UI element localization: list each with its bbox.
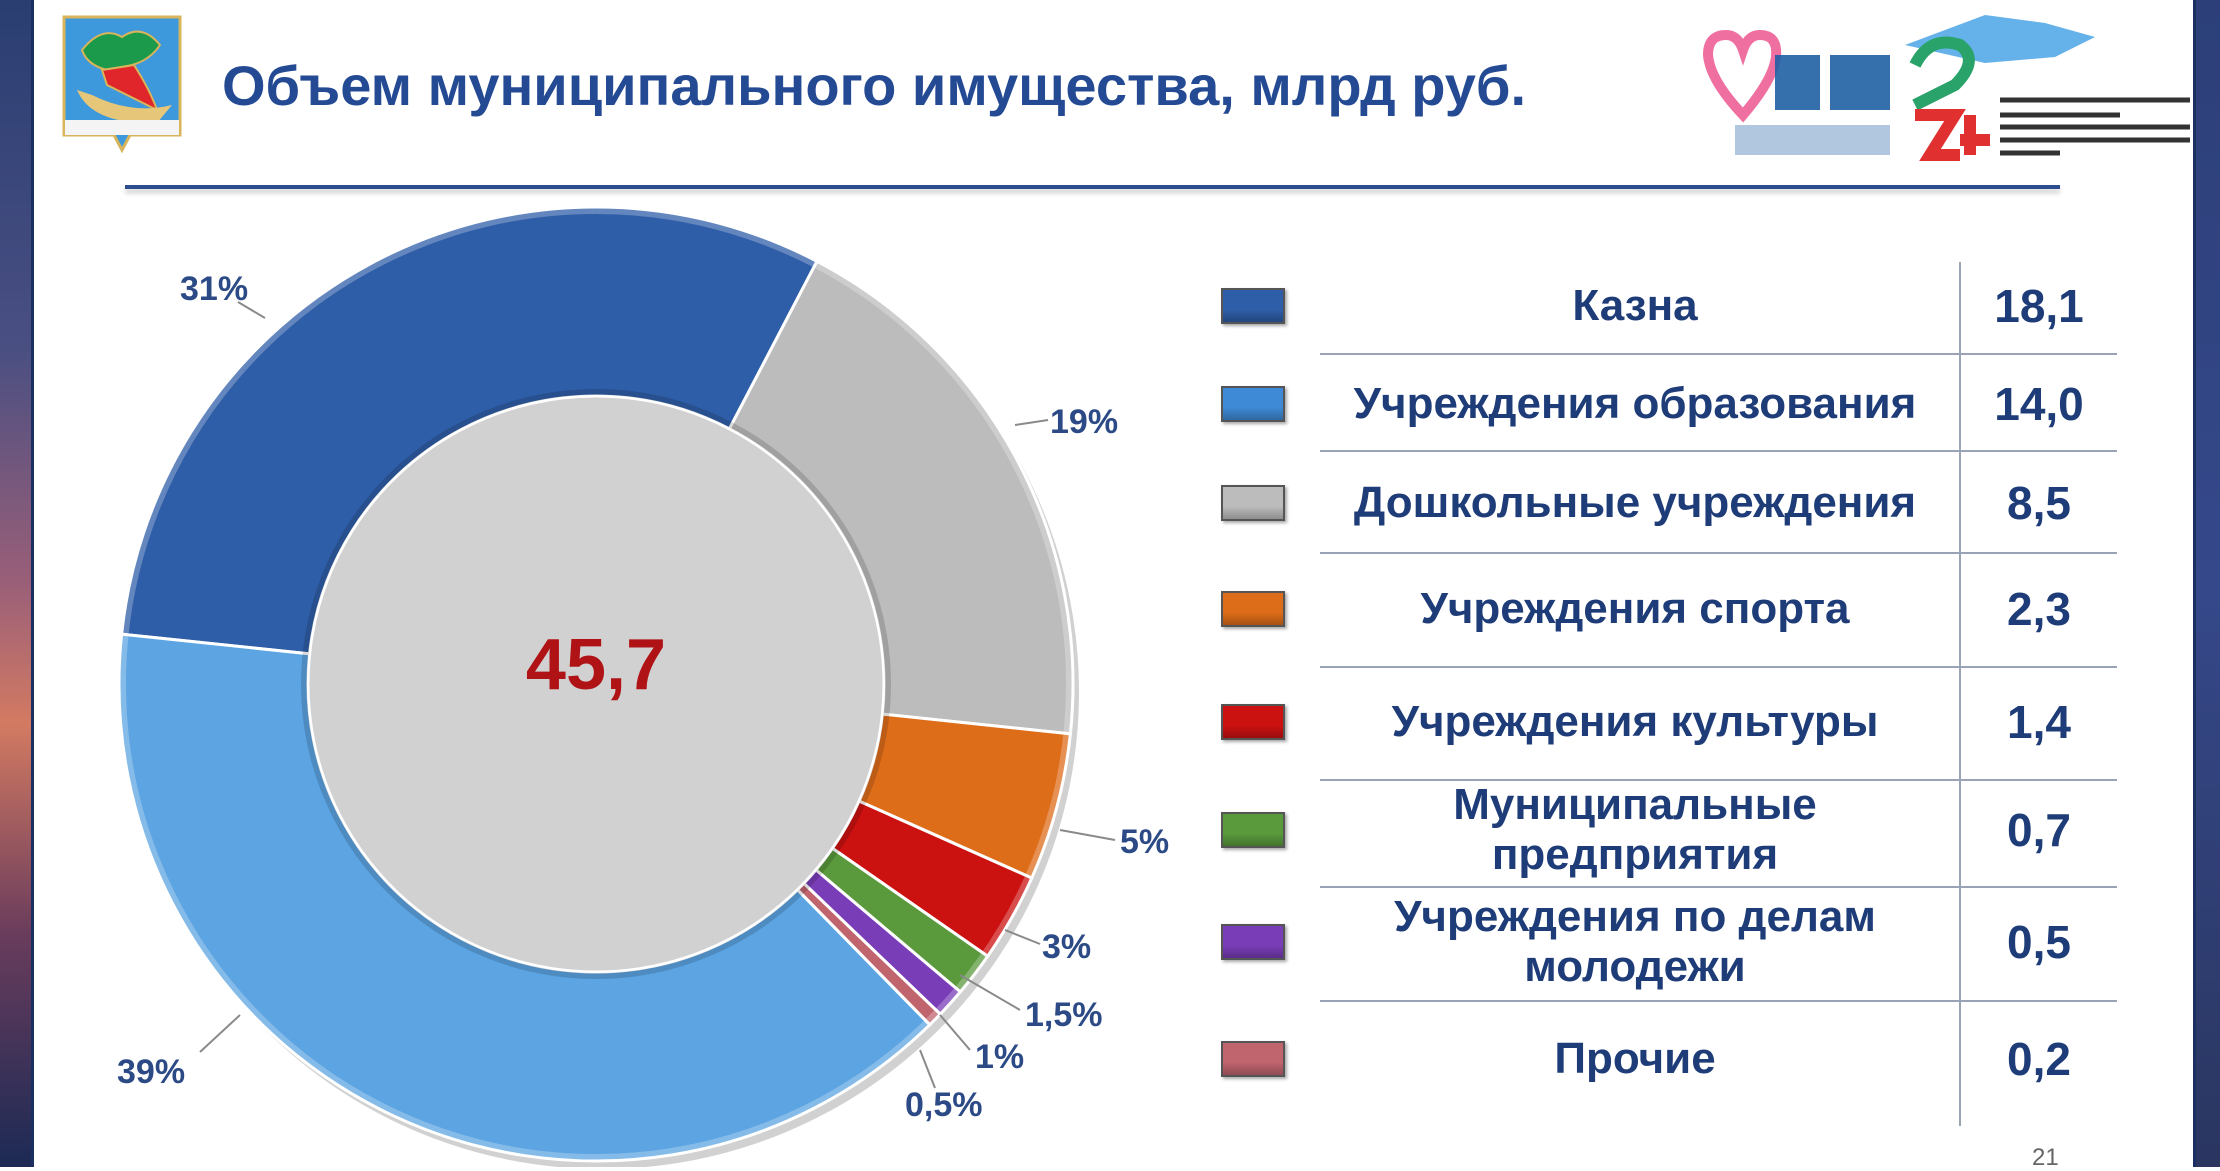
legend-label: Учреждения образования <box>1353 379 1917 428</box>
legend-swatch <box>1221 1041 1285 1077</box>
page-title: Объем муниципального имущества, млрд руб… <box>222 54 1527 117</box>
donut-bevel <box>120 208 1072 1160</box>
legend-row-divider <box>1320 666 2117 668</box>
legend-swatch <box>1221 924 1285 960</box>
legend-label: Муниципальные предприятия <box>1453 780 1817 879</box>
leader-line <box>919 1049 936 1089</box>
slice-label-preschool: 19% <box>1050 403 1119 441</box>
legend-value: 0,2 <box>2007 1033 2071 1085</box>
legend-row-divider <box>1320 353 2117 355</box>
leader-line <box>1004 929 1041 945</box>
left-background-strip <box>0 0 34 1167</box>
slice-label-culture: 3% <box>1042 928 1092 966</box>
legend-row-divider <box>1320 779 2117 781</box>
slice-label-enterprises: 1,5% <box>1025 996 1103 1034</box>
leader-line <box>199 1014 241 1053</box>
donut-slice <box>727 259 1075 736</box>
slice-label-kazna: 31% <box>180 270 249 308</box>
legend-swatch <box>1221 485 1285 521</box>
year-logos <box>1702 15 2190 161</box>
leader-line <box>959 974 1021 1011</box>
legend-divider <box>1959 262 1961 1126</box>
leader-line <box>1014 419 1049 426</box>
legend-value: 8,5 <box>2007 477 2071 529</box>
leader-line <box>237 301 266 319</box>
legend-label: Учреждения спорта <box>1420 584 1850 633</box>
legend-label: Дошкольные учреждения <box>1353 478 1917 527</box>
legend-label: Учреждения культуры <box>1391 697 1879 746</box>
legend-value: 14,0 <box>1994 378 2084 430</box>
legend-value: 0,7 <box>2007 804 2071 856</box>
legend-value: 1,4 <box>2007 696 2071 748</box>
legend-swatch <box>1221 591 1285 627</box>
leader-line <box>1059 829 1116 841</box>
legend-row-divider <box>1320 1000 2117 1002</box>
legend-label: Прочие <box>1554 1034 1716 1083</box>
title-underline <box>125 185 2060 189</box>
donut-total: 45,7 <box>525 625 667 705</box>
legend-swatch <box>1221 386 1285 422</box>
legend-value: 2,3 <box>2007 583 2071 635</box>
donut-slice <box>117 632 932 1163</box>
donut-slice <box>119 205 820 656</box>
legend-label: Казна <box>1572 281 1698 330</box>
leader-line <box>939 1014 971 1051</box>
right-background-strip <box>2193 0 2220 1167</box>
legend-swatch <box>1221 704 1285 740</box>
legend-value: 0,5 <box>2007 916 2071 968</box>
slice-label-youth: 1% <box>975 1038 1025 1076</box>
slice-label-sport: 5% <box>1120 823 1170 861</box>
legend-swatch <box>1221 812 1285 848</box>
legend-swatch <box>1221 288 1285 324</box>
page-number: 21 <box>2032 1144 2059 1171</box>
slice-label-other: 0,5% <box>905 1086 983 1124</box>
donut-bevel <box>301 389 891 979</box>
legend-label: Учреждения по делам молодежи <box>1394 892 1876 991</box>
legend-row-divider <box>1320 886 2117 888</box>
legend-row-divider <box>1320 450 2117 452</box>
city-coat-of-arms-logo <box>62 15 182 154</box>
slice-label-education: 39% <box>117 1053 186 1091</box>
legend-row-divider <box>1320 552 2117 554</box>
legend-value: 18,1 <box>1994 280 2084 332</box>
